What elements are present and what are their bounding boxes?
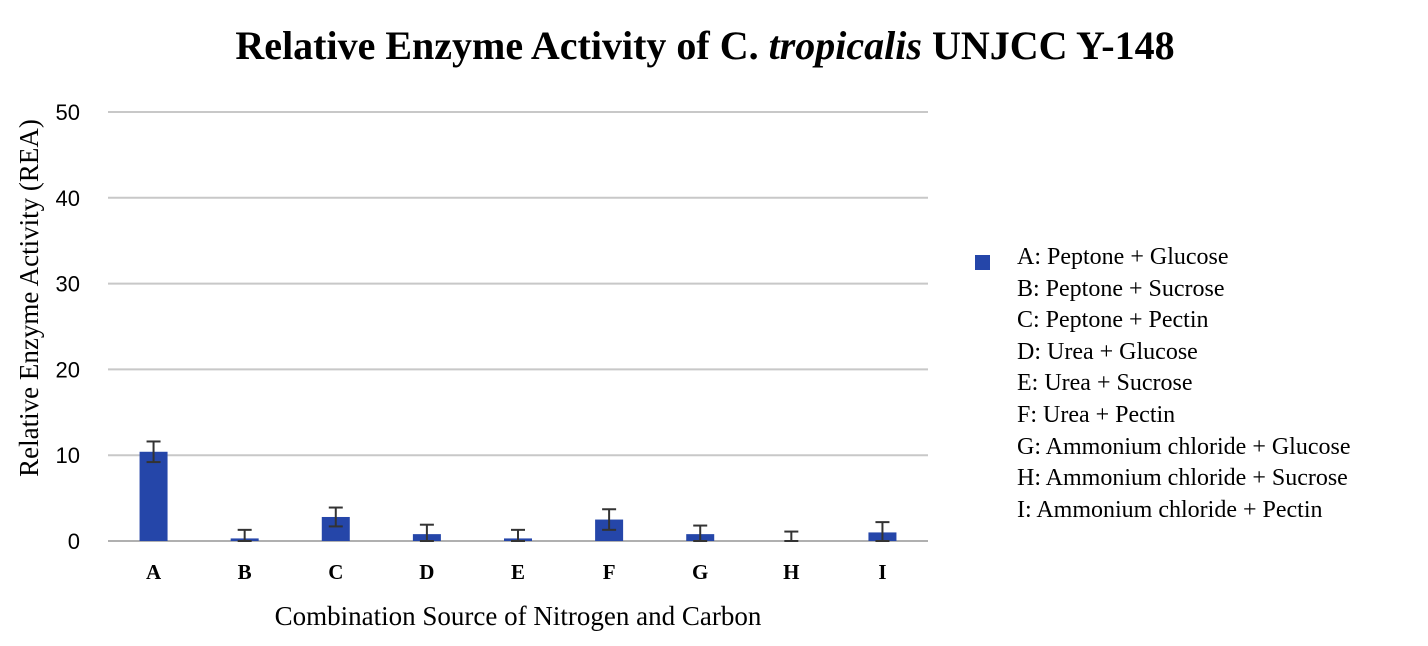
bar [139,451,168,541]
x-tick-label: F [603,560,616,584]
x-tick-label: E [511,560,525,584]
legend-item: A: Peptone + Glucose [975,242,1351,274]
gridlines [108,111,928,542]
legend-item: D: Urea + Glucose [975,337,1351,369]
error-bar [875,521,890,542]
legend-item-label: I: Ammonium chloride + Pectin [1017,496,1323,523]
y-tick-label: 0 [68,529,80,554]
error-bar [237,528,252,542]
y-tick-label: 20 [56,357,80,382]
legend-item: F: Urea + Pectin [975,400,1351,432]
y-tick-label: 40 [56,186,80,211]
legend-item-label: D: Urea + Glucose [1017,338,1198,365]
legend-item-label: F: Urea + Pectin [1017,401,1176,428]
error-bar [784,530,799,542]
legend-item-label: C: Peptone + Pectin [1017,307,1209,334]
legend-item-label: H: Ammonium chloride + Sucrose [1017,465,1348,492]
legend-item: H: Ammonium chloride + Sucrose [975,463,1351,495]
error-bar [693,524,708,542]
legend-item: E: Urea + Sucrose [975,368,1351,400]
y-tick-label: 10 [56,443,80,468]
legend-item-label: G: Ammonium chloride + Glucose [1017,433,1351,460]
legend-item: B: Peptone + Sucrose [975,274,1351,306]
y-tick-label: 50 [56,100,80,125]
error-bar [419,523,434,542]
chart-title-suffix: UNJCC Y-148 [931,23,1175,68]
y-axis-label: Relative Enzyme Activity (REA) [14,119,44,477]
x-tick-label: A [146,560,162,584]
x-tick-label: H [783,560,799,584]
error-bar [328,506,343,528]
legend-item-label: A: Peptone + Glucose [1017,244,1229,270]
legend-item-label: B: Peptone + Sucrose [1017,275,1225,302]
error-bar [511,528,525,542]
error-bars [146,440,890,542]
y-tick-label: 30 [56,272,80,297]
error-bar [602,508,617,531]
legend-swatch [975,255,990,270]
x-axis-label: Combination Source of Nitrogen and Carbo… [275,601,762,631]
x-tick-label: C [328,560,343,584]
legend: A: Peptone + Glucose B: Peptone + Sucrose… [975,242,1351,526]
legend-item-label: E: Urea + Sucrose [1017,370,1193,397]
x-tick-labels: A B C D E F G H I [146,560,887,584]
error-bar [146,440,161,464]
x-tick-label: D [419,560,434,584]
x-tick-label: B [238,560,252,584]
chart-title: Relative Enzyme Activity of C. tropicali… [0,22,1410,69]
x-tick-label: G [692,560,708,584]
bars [139,451,897,541]
legend-item: I: Ammonium chloride + Pectin [975,495,1351,527]
chart-title-italic: tropicalis [768,23,922,68]
chart-title-prefix: Relative Enzyme Activity of C. [235,23,759,68]
y-tick-labels: 0 10 20 30 40 50 [56,100,80,554]
x-tick-label: I [878,560,886,584]
legend-item: C: Peptone + Pectin [975,305,1351,337]
legend-item: G: Ammonium chloride + Glucose [975,432,1351,464]
